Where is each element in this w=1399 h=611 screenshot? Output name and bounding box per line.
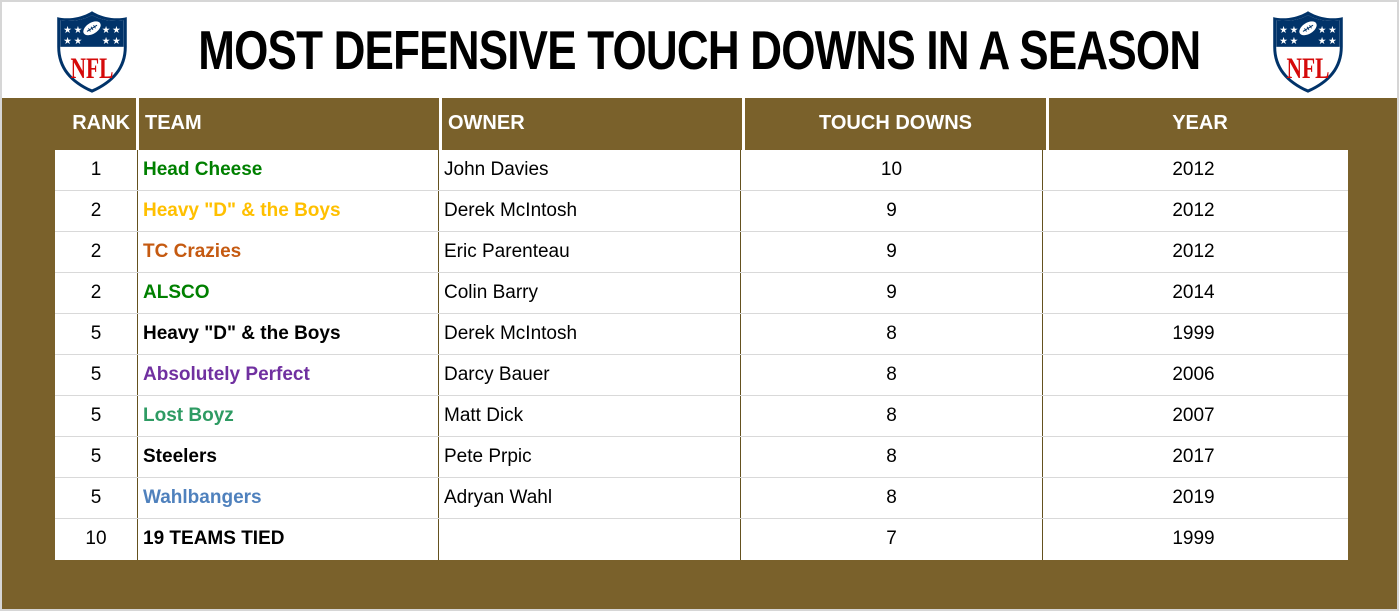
- rank-cell: 5: [90, 487, 102, 508]
- column-header-year: YEAR: [1049, 98, 1351, 150]
- team-cell: Wahlbangers: [137, 478, 438, 518]
- table-row: 5 Wahlbangers Adryan Wahl 8 2019: [2, 478, 1397, 519]
- year-cell: 1999: [1042, 519, 1344, 560]
- page-title: MOST DEFENSIVE TOUCH DOWNS IN A SEASON: [198, 19, 1201, 81]
- owner-cell: Derek McIntosh: [438, 191, 740, 231]
- team-cell: Heavy "D" & the Boys: [137, 191, 438, 231]
- header-divider: [136, 98, 139, 150]
- rank-cell: 5: [90, 446, 102, 467]
- owner-cell: Darcy Bauer: [438, 355, 740, 395]
- touch-downs-cell: 9: [740, 273, 1042, 313]
- owner-cell: Adryan Wahl: [438, 478, 740, 518]
- table-body: 1 Head Cheese John Davies 10 2012 2 Heav…: [2, 150, 1397, 560]
- footer-band: [2, 560, 1397, 609]
- team-cell: Lost Boyz: [137, 396, 438, 436]
- column-header-team: TEAM: [139, 98, 439, 150]
- rank-cell: 2: [90, 200, 102, 221]
- table-row: 2 ALSCO Colin Barry 9 2014: [2, 273, 1397, 314]
- table-row: 5 Steelers Pete Prpic 8 2017: [2, 437, 1397, 478]
- title-banner: MOST DEFENSIVE TOUCH DOWNS IN A SEASON: [2, 2, 1397, 98]
- rank-cell: 2: [90, 282, 102, 303]
- header-divider: [439, 98, 442, 150]
- year-cell: 2012: [1042, 232, 1344, 272]
- year-cell: 2012: [1042, 150, 1344, 190]
- year-cell: 2007: [1042, 396, 1344, 436]
- owner-cell: Eric Parenteau: [438, 232, 740, 272]
- column-header-owner: OWNER: [442, 98, 742, 150]
- table-row: 5 Heavy "D" & the Boys Derek McIntosh 8 …: [2, 314, 1397, 355]
- owner-cell: Derek McIntosh: [438, 314, 740, 354]
- rank-cell: 5: [90, 405, 102, 426]
- touch-downs-cell: 7: [740, 519, 1042, 560]
- year-cell: 2017: [1042, 437, 1344, 477]
- touch-downs-cell: 8: [740, 355, 1042, 395]
- nfl-logo-icon: [55, 8, 129, 96]
- column-header-rank: RANK: [2, 98, 136, 150]
- table-header-row: RANK TEAM OWNER TOUCH DOWNS YEAR: [2, 98, 1397, 150]
- nfl-logo-icon: [1271, 8, 1345, 96]
- year-cell: 2019: [1042, 478, 1344, 518]
- owner-cell: Colin Barry: [438, 273, 740, 313]
- team-cell: TC Crazies: [137, 232, 438, 272]
- touch-downs-cell: 8: [740, 314, 1042, 354]
- touch-downs-cell: 10: [740, 150, 1042, 190]
- team-cell: Steelers: [137, 437, 438, 477]
- column-header-touch-downs: TOUCH DOWNS: [745, 98, 1046, 150]
- table-row: 5 Lost Boyz Matt Dick 8 2007: [2, 396, 1397, 437]
- touch-downs-cell: 9: [740, 191, 1042, 231]
- touch-downs-cell: 8: [740, 396, 1042, 436]
- year-cell: 2014: [1042, 273, 1344, 313]
- touch-downs-cell: 8: [740, 478, 1042, 518]
- year-cell: 1999: [1042, 314, 1344, 354]
- owner-cell: Matt Dick: [438, 396, 740, 436]
- team-cell: Heavy "D" & the Boys: [137, 314, 438, 354]
- header-divider: [742, 98, 745, 150]
- rank-cell: 5: [90, 323, 102, 344]
- owner-cell: [438, 519, 740, 560]
- touch-downs-cell: 8: [740, 437, 1042, 477]
- rank-cell: 2: [90, 241, 102, 262]
- team-cell: Absolutely Perfect: [137, 355, 438, 395]
- rank-cell: 1: [90, 159, 102, 180]
- year-cell: 2006: [1042, 355, 1344, 395]
- table-row: 10 19 TEAMS TIED 7 1999: [2, 519, 1397, 560]
- touch-downs-cell: 9: [740, 232, 1042, 272]
- owner-cell: John Davies: [438, 150, 740, 190]
- table-row: 2 Heavy "D" & the Boys Derek McIntosh 9 …: [2, 191, 1397, 232]
- team-cell: Head Cheese: [137, 150, 438, 190]
- header-filler: [1351, 98, 1397, 150]
- rank-cell: 10: [85, 528, 107, 549]
- year-cell: 2012: [1042, 191, 1344, 231]
- table-row: 2 TC Crazies Eric Parenteau 9 2012: [2, 232, 1397, 273]
- rank-cell: 5: [90, 364, 102, 385]
- table-row: 5 Absolutely Perfect Darcy Bauer 8 2006: [2, 355, 1397, 396]
- table-row: 1 Head Cheese John Davies 10 2012: [2, 150, 1397, 191]
- team-cell: 19 TEAMS TIED: [137, 519, 438, 560]
- header-divider: [1046, 98, 1049, 150]
- owner-cell: Pete Prpic: [438, 437, 740, 477]
- team-cell: ALSCO: [137, 273, 438, 313]
